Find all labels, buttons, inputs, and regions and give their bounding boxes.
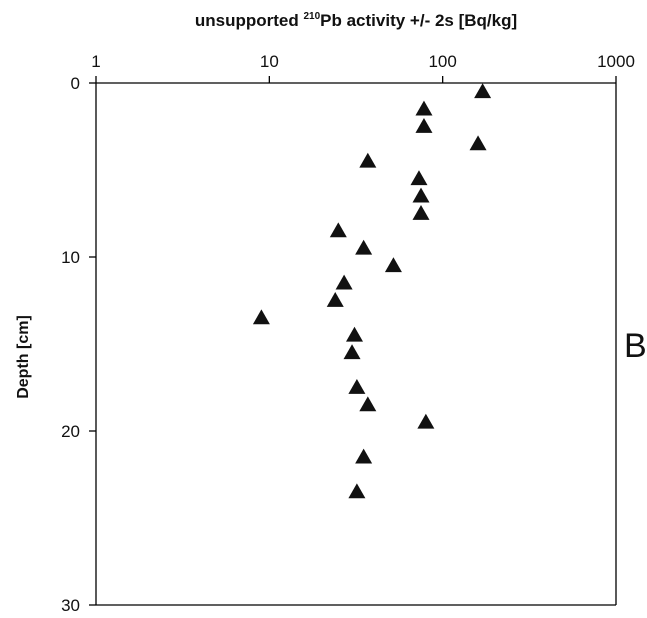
y-tick-label: 20 xyxy=(61,422,80,441)
x-tick-label: 100 xyxy=(428,52,456,71)
x-axis-title-suffix: Pb activity +/- 2s [Bq/kg] xyxy=(320,11,517,30)
data-point-triangle xyxy=(415,100,433,116)
data-point-triangle xyxy=(355,239,373,255)
data-point-triangle xyxy=(359,396,377,412)
y-tick-label: 10 xyxy=(61,248,80,267)
data-point-triangle xyxy=(359,152,377,168)
data-point-triangle xyxy=(355,448,373,464)
x-axis-title-prefix: unsupported xyxy=(195,11,304,30)
panel-label: B xyxy=(624,327,647,365)
y-tick-label: 30 xyxy=(61,596,80,615)
data-points xyxy=(252,83,492,499)
data-point-triangle xyxy=(346,326,364,342)
data-point-triangle xyxy=(412,187,430,203)
data-point-triangle xyxy=(410,170,428,186)
x-axis-title: unsupported 210Pb activity +/- 2s [Bq/kg… xyxy=(195,11,517,30)
data-point-triangle xyxy=(329,222,347,238)
data-point-triangle xyxy=(348,379,366,394)
data-point-triangle xyxy=(326,292,344,307)
data-point-triangle xyxy=(412,205,430,220)
data-point-triangle xyxy=(469,135,487,151)
data-point-triangle xyxy=(252,309,270,325)
data-point-triangle xyxy=(384,257,402,273)
x-axis-ticks: 1 10 100 1000 xyxy=(91,52,635,83)
data-point-triangle xyxy=(417,413,435,429)
x-axis-title-superscript: 210 xyxy=(303,11,320,22)
data-point-triangle xyxy=(348,483,366,499)
data-point-triangle xyxy=(335,274,353,290)
data-point-triangle xyxy=(343,344,361,360)
data-point-triangle xyxy=(474,83,492,99)
x-tick-label: 10 xyxy=(260,52,279,71)
y-axis-ticks: 0 10 20 30 xyxy=(61,74,96,615)
x-tick-label: 1 xyxy=(91,52,100,71)
x-tick-label: 1000 xyxy=(597,52,635,71)
axes xyxy=(95,82,617,606)
y-axis-title: Depth [cm] xyxy=(15,315,32,399)
y-tick-label: 0 xyxy=(71,74,80,93)
data-point-triangle xyxy=(415,118,433,133)
